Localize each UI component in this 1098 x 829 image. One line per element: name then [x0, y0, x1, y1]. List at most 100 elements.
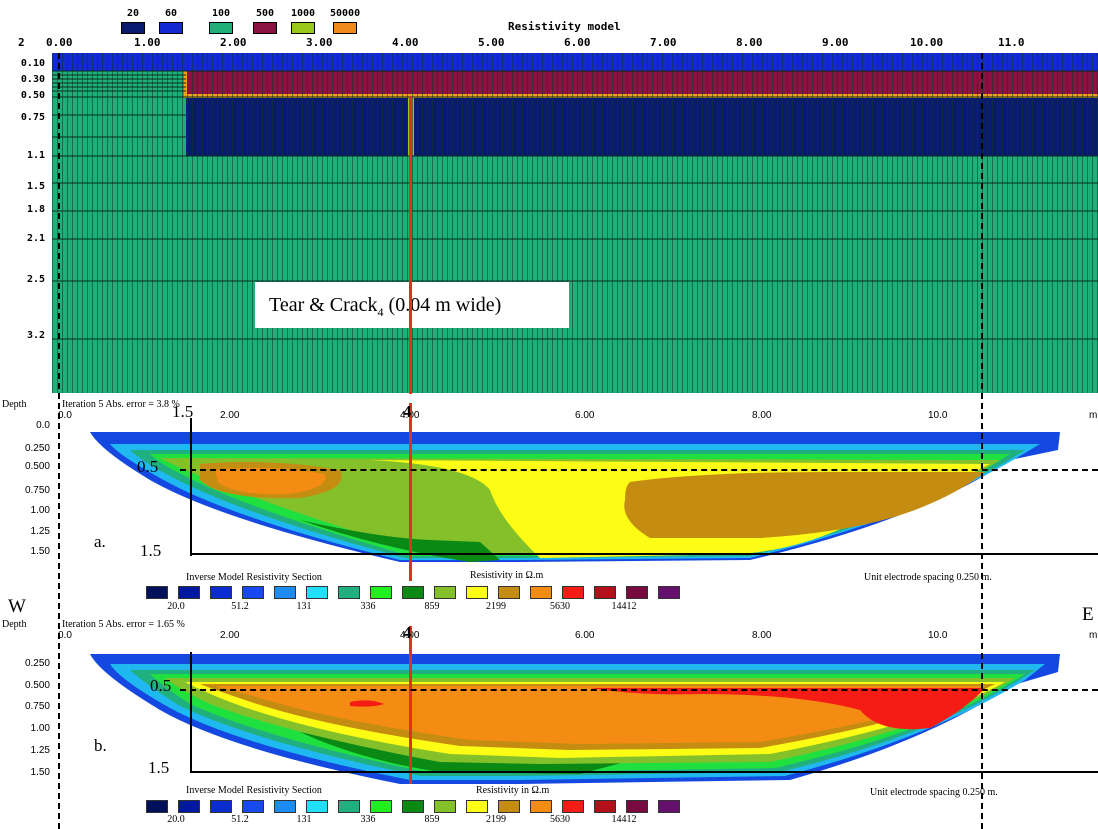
- scale-value: 5630: [550, 814, 570, 825]
- scale-swatch: [434, 586, 456, 599]
- dashed-05-a: [180, 469, 1098, 471]
- scale-value: 14412: [611, 814, 637, 825]
- depth-label: Depth: [2, 619, 27, 630]
- y-tick: 1.1: [26, 150, 45, 161]
- y-tick: 0.250: [24, 443, 50, 454]
- legend-item: 100: [206, 8, 236, 34]
- x-tick: 8.00: [752, 410, 772, 421]
- x-tick: 11.0: [998, 36, 1025, 49]
- y-tick: 1.50: [30, 767, 50, 778]
- scale-swatch: [242, 800, 264, 813]
- x-tick: 1.00: [134, 36, 161, 49]
- scale-swatch: [210, 586, 232, 599]
- depth-label: Depth: [2, 399, 27, 410]
- scale-swatch: [306, 800, 328, 813]
- scale-value: 20.0: [167, 601, 185, 612]
- legend-value: 500: [255, 8, 275, 19]
- scale-swatch: [274, 800, 296, 813]
- east-label: E: [1082, 604, 1094, 625]
- crack-line-b: [409, 626, 412, 784]
- box-left-b: [190, 652, 192, 772]
- resistivity-label: Resistivity in Ω.m: [476, 785, 550, 796]
- model-grid-rows: [52, 70, 1098, 340]
- resistivity-model-grid: [52, 53, 1098, 393]
- scale-swatch: [562, 800, 584, 813]
- x-tick: 2.00: [220, 630, 240, 641]
- box-bottom-b: [190, 771, 1098, 773]
- box-bottom-a: [190, 553, 1098, 555]
- y-tick: 0.10: [20, 58, 45, 69]
- x-tick: 2.00: [220, 410, 240, 421]
- section-tag: b.: [94, 736, 107, 755]
- scale-swatch: [370, 586, 392, 599]
- y-tick: 0.75: [20, 112, 45, 123]
- crack-width-text: (0.04 m wide): [388, 294, 502, 316]
- y-tick: 1.25: [30, 526, 50, 537]
- y-tick: 0.500: [24, 461, 50, 472]
- scale-swatch: [594, 800, 616, 813]
- scale-swatch: [658, 800, 680, 813]
- legend-item: 50000: [330, 8, 360, 34]
- scale-title: Inverse Model Resistivity Section: [186, 572, 322, 583]
- y-tick: 2.5: [26, 274, 45, 285]
- x-tick: 10.0: [928, 630, 948, 641]
- x-tick: 6.00: [575, 630, 595, 641]
- iteration-text: Iteration 5 Abs. error = 1.65 %: [62, 619, 185, 630]
- scale-value: 5630: [550, 601, 570, 612]
- crack-line-model: [409, 96, 412, 394]
- x-tick: m: [1089, 410, 1098, 421]
- y-tick: 1.5: [26, 181, 45, 192]
- crack-label-sub: 4: [377, 305, 384, 319]
- scale-swatch: [402, 800, 424, 813]
- scale-value: 2199: [486, 814, 506, 825]
- section-b-red: [590, 688, 985, 730]
- legend-item: 60: [156, 8, 186, 34]
- scale-swatch: [306, 586, 328, 599]
- x-tick: 5.00: [478, 36, 505, 49]
- scale-value: 51.2: [231, 601, 249, 612]
- west-boundary-line: [58, 53, 60, 829]
- electrode-spacing: Unit electrode spacing 0.250 m.: [870, 787, 998, 798]
- legend-swatch: [121, 22, 145, 34]
- y-tick: 1.00: [30, 723, 50, 734]
- y-tick: 2.1: [26, 233, 45, 244]
- crack-label-text: Tear & Crack: [269, 294, 378, 316]
- depth-marker-top: 1.5: [172, 402, 194, 421]
- section-a-orange: [215, 467, 326, 495]
- x-tick: 7.00: [650, 36, 677, 49]
- legend-swatch: [333, 22, 357, 34]
- scale-value: 131: [296, 814, 312, 825]
- scale-value: 859: [424, 601, 440, 612]
- color-scale-a: 20.0 51.2 131 336 859 2199 5630 14412: [146, 586, 706, 616]
- legend-swatch: [253, 22, 277, 34]
- legend-item: 1000: [288, 8, 318, 34]
- section-a-darkgreen: [300, 520, 500, 562]
- inversion-section-a: [90, 432, 1060, 562]
- crack-number: 4: [403, 402, 412, 421]
- x-tick: 4.00: [392, 36, 419, 49]
- scale-value: 2199: [486, 601, 506, 612]
- scale-swatch: [146, 800, 168, 813]
- scale-swatch: [562, 586, 584, 599]
- dashed-05-b: [180, 689, 1098, 691]
- y-tick: 0.750: [24, 485, 50, 496]
- scale-swatch: [626, 586, 648, 599]
- scale-value: 336: [360, 601, 376, 612]
- y-tick: 0.50: [20, 90, 45, 101]
- scale-swatch: [178, 586, 200, 599]
- legend-swatch: [159, 22, 183, 34]
- legend-swatch: [291, 22, 315, 34]
- box-left-a: [190, 418, 192, 556]
- x-tick: 10.00: [910, 36, 944, 49]
- crack-line-a: [409, 403, 412, 581]
- scale-value: 20.0: [167, 814, 185, 825]
- scale-swatch: [434, 800, 456, 813]
- scale-swatch: [370, 800, 392, 813]
- y-tick: 1.8: [26, 204, 45, 215]
- scale-title: Inverse Model Resistivity Section: [186, 785, 322, 796]
- scale-swatch: [658, 586, 680, 599]
- legend-value: 1000: [290, 8, 316, 19]
- legend-value: 20: [126, 8, 140, 19]
- y-tick: 0.750: [24, 701, 50, 712]
- x-tick: 2.00: [220, 36, 247, 49]
